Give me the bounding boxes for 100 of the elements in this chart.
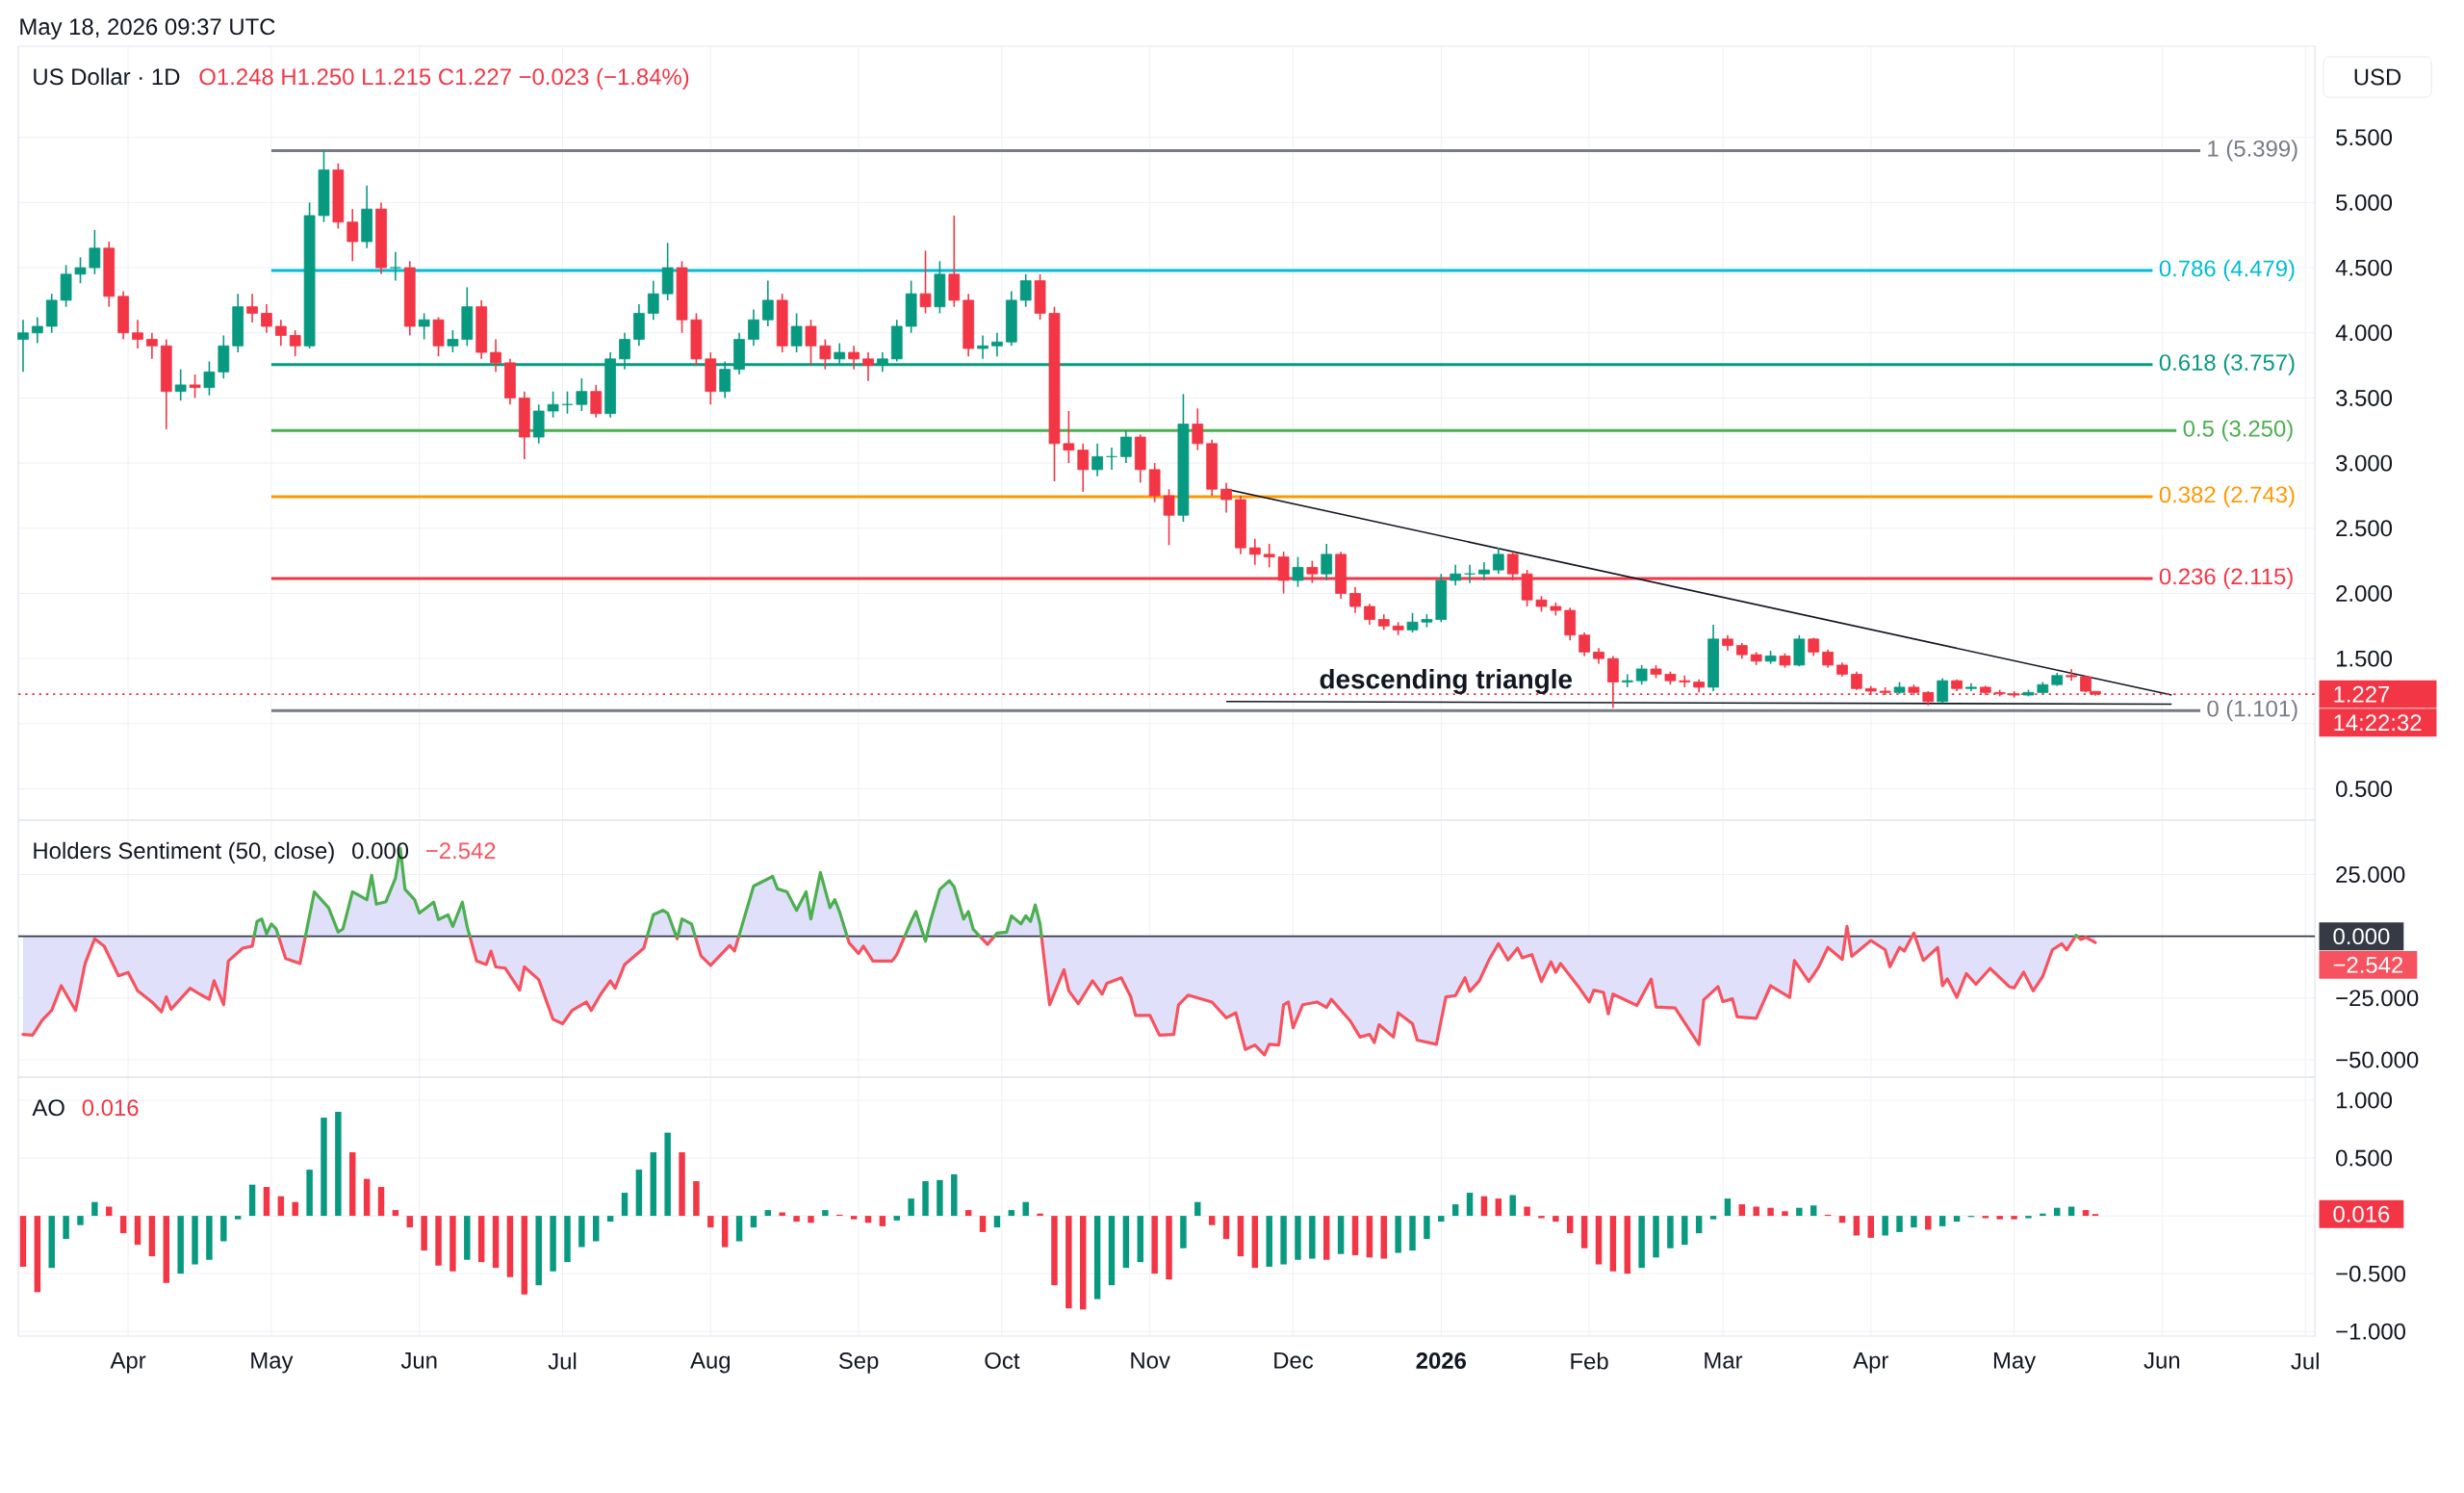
x-tick-label: May [1993, 1352, 2037, 1374]
candlestick [146, 331, 158, 360]
bar [1724, 1198, 1732, 1217]
bar [91, 1201, 98, 1217]
y-tick-label: 2.000 [2336, 585, 2393, 602]
text: May 18, 2026 09:37 UTC [20, 18, 275, 39]
bar [1295, 1216, 1301, 1260]
bar [1166, 1216, 1172, 1280]
bar [1480, 1196, 1488, 1217]
text: −2.542 [2333, 956, 2403, 973]
bar [1796, 1207, 1803, 1217]
bar [808, 1216, 814, 1223]
candlestick [576, 377, 588, 412]
bar [1237, 1216, 1245, 1257]
bar [148, 1216, 156, 1257]
bar [893, 1216, 900, 1221]
candlestick [547, 390, 559, 419]
candlestick [805, 319, 817, 367]
text: O1.248 H1.250 L1.215 C1.227 −0.023 (−1.84%) [199, 67, 689, 90]
bar [1395, 1216, 1401, 1253]
candlestick [761, 279, 774, 327]
bar [177, 1216, 184, 1274]
bar [664, 1132, 671, 1217]
bar [377, 1187, 385, 1217]
bar [292, 1201, 298, 1217]
text: 14:22:32 [2334, 714, 2422, 732]
bar [650, 1152, 656, 1217]
candlestick [1937, 677, 1949, 704]
bar [1925, 1216, 1932, 1230]
x-tick-label: Feb [1571, 1352, 1608, 1370]
bar [1495, 1198, 1502, 1217]
bar [1810, 1205, 1817, 1217]
y-axis-title: USD [2354, 68, 2401, 86]
bar [1609, 1216, 1617, 1272]
candlestick [1492, 547, 1504, 575]
bar [593, 1216, 600, 1242]
bar [63, 1216, 69, 1240]
annotation: descending triangle [1320, 668, 1573, 695]
candlestick [1120, 429, 1132, 464]
candlestick [289, 329, 301, 357]
bar [506, 1216, 514, 1277]
bar [421, 1216, 427, 1251]
bar [1567, 1216, 1574, 1234]
bar [1380, 1216, 1387, 1259]
candlestick [1192, 407, 1204, 451]
candlestick [418, 312, 430, 341]
candlestick [1364, 603, 1375, 626]
bar [979, 1216, 987, 1232]
bar [1366, 1216, 1373, 1258]
bar [951, 1173, 958, 1217]
bar [937, 1179, 943, 1217]
bar [206, 1216, 213, 1260]
candlestick [261, 303, 272, 334]
bar [1782, 1211, 1788, 1217]
candlestick [132, 319, 143, 349]
bar [1938, 1216, 1946, 1226]
candlestick [1321, 543, 1333, 581]
bar [621, 1193, 629, 1217]
candlestick [447, 329, 459, 353]
text: Holders Sentiment (50, close) [34, 841, 334, 863]
bar [119, 1216, 127, 1234]
candlestick [490, 338, 501, 373]
bar [2025, 1216, 2032, 1219]
bar [1466, 1193, 1474, 1217]
bar [822, 1210, 829, 1217]
y-tick-label: 4.500 [2335, 259, 2393, 276]
bar [335, 1112, 342, 1217]
bar [1753, 1206, 1759, 1217]
candlestick [1248, 537, 1261, 566]
bar [1638, 1216, 1645, 1269]
bar [220, 1216, 227, 1242]
candlestick [1478, 561, 1490, 581]
candlestick [1578, 631, 1590, 657]
bar [879, 1216, 886, 1226]
series-label: 0.786 (4.479) [2159, 259, 2295, 282]
bar [1553, 1216, 1559, 1223]
bar [1309, 1216, 1316, 1259]
bar [1681, 1216, 1688, 1246]
bar [635, 1170, 643, 1217]
bar [1008, 1210, 1015, 1217]
bar [1580, 1216, 1588, 1248]
candlestick [1063, 410, 1075, 464]
bar [263, 1187, 270, 1217]
bar [1695, 1216, 1703, 1234]
bar [464, 1216, 471, 1260]
x-tick-label: Jun [2143, 1352, 2180, 1369]
x-tick-label: Apr [1853, 1352, 1888, 1374]
bar [1222, 1216, 1230, 1240]
candlestick [848, 345, 860, 371]
bar [1208, 1216, 1216, 1225]
bar [1037, 1213, 1043, 1217]
series-label: 0.618 (3.757) [2159, 353, 2295, 375]
ref-line-label: 1.227 [2334, 685, 2390, 703]
candlestick [1292, 555, 1304, 588]
bar [679, 1152, 685, 1217]
bar [1194, 1201, 1201, 1217]
bar [19, 1216, 27, 1267]
candlestick [590, 384, 603, 419]
bar [964, 1210, 972, 1217]
bar [1709, 1216, 1717, 1220]
